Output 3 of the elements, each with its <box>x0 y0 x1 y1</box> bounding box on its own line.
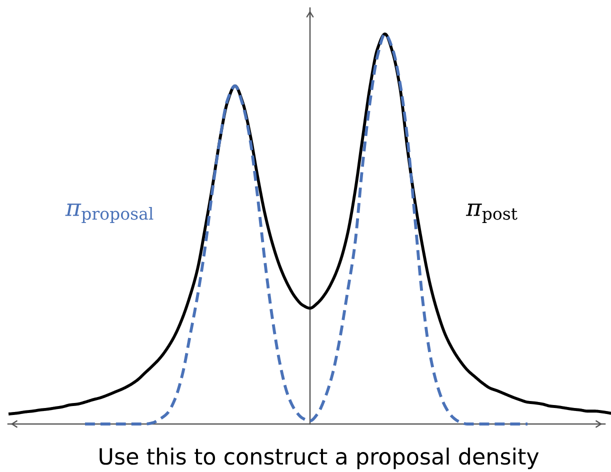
series-label: π$_{post}$ <box>466 204 518 224</box>
x-axis-title: Use this to construct a proposal density <box>100 448 539 470</box>
text: π$_{proposal}$ <box>65 204 154 224</box>
